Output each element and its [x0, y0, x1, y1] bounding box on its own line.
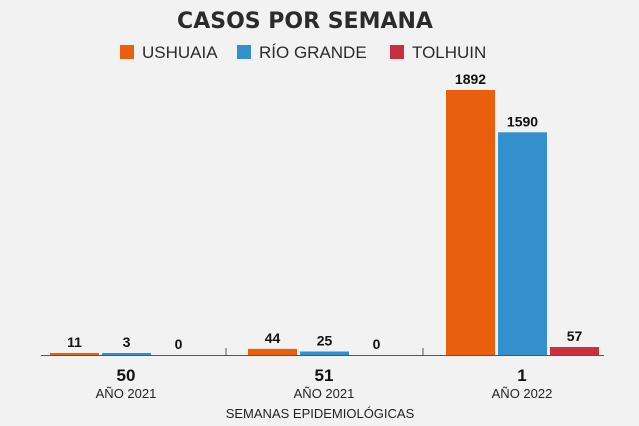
bar	[248, 348, 297, 355]
data-label: 0	[373, 336, 381, 352]
x-axis-label: SEMANAS EPIDEMIOLÓGICAS	[226, 406, 415, 421]
data-label: 1892	[455, 71, 486, 87]
data-label: 11	[67, 334, 82, 350]
legend-label: TOLHUIN	[412, 43, 486, 62]
bar	[50, 353, 99, 355]
data-label: 1590	[507, 113, 538, 129]
bar	[550, 347, 599, 355]
chart-title: CASOS POR SEMANA	[177, 9, 433, 34]
bar	[446, 90, 495, 355]
category-week-label: 50	[117, 366, 136, 385]
data-label: 3	[123, 334, 131, 350]
x-axis-ticks	[225, 348, 424, 356]
category-year-label: AÑO 2021	[96, 386, 157, 401]
data-label: 44	[265, 330, 281, 346]
legend-swatch	[237, 45, 251, 59]
legend-label: RÍO GRANDE	[259, 43, 367, 62]
category-year-label: AÑO 2022	[492, 386, 553, 401]
data-label: 25	[317, 332, 333, 348]
bar	[498, 132, 547, 355]
data-label: 0	[175, 336, 183, 352]
category-year-label: AÑO 2021	[294, 386, 355, 401]
category-week-label: 1	[517, 366, 526, 385]
bar	[300, 351, 349, 355]
legend-swatch	[120, 45, 134, 59]
data-label: 57	[567, 328, 583, 344]
legend: USHUAIA RÍO GRANDE TOLHUIN	[120, 43, 486, 62]
legend-label: USHUAIA	[142, 43, 218, 62]
category-week-label: 51	[315, 366, 334, 385]
legend-swatch	[390, 45, 404, 59]
bar	[102, 353, 151, 355]
